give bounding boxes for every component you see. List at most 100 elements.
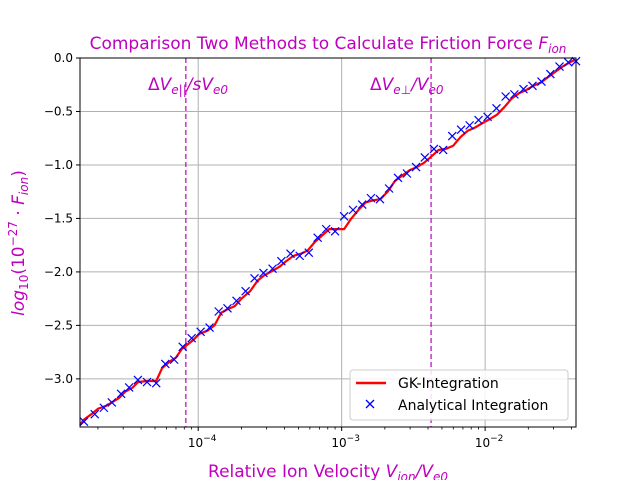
analytical-point-stroke-b (393, 173, 403, 183)
analytical-point-39 (429, 144, 439, 154)
analytical-point-stroke-b (187, 333, 197, 343)
analytical-point-stroke-b (384, 184, 394, 193)
analytical-point-21 (268, 264, 278, 274)
analytical-point-32 (366, 193, 376, 203)
y-tick-label-3: −1.5 (44, 211, 73, 225)
y-axis-label-log: log (9, 290, 29, 316)
analytical-point-stroke-b (286, 249, 295, 259)
analytical-point-20 (259, 268, 268, 278)
analytical-point-stroke-b (375, 194, 385, 204)
analytical-point-stroke-b (116, 389, 126, 399)
analytical-point-17 (232, 296, 241, 306)
analytical-point-stroke-b (348, 205, 358, 215)
analytical-point-34 (384, 184, 394, 193)
analytical-point-6 (133, 375, 143, 385)
title-symbol: F (538, 34, 548, 54)
analytical-point-41 (447, 131, 457, 141)
analytical-point-stroke-b (79, 417, 89, 427)
y-axis-label-close: ) (9, 170, 29, 177)
analytical-point-stroke-b (447, 131, 457, 141)
x-tick-label-0: 10−4 (188, 434, 217, 450)
analytical-point-49 (519, 84, 528, 94)
analytical-point-stroke-b (196, 327, 206, 337)
plot-background (80, 58, 576, 427)
analytical-point-stroke-b (142, 377, 152, 387)
analytical-point-46 (492, 103, 501, 113)
y-tick-label-1: −0.5 (44, 104, 73, 118)
x-axis-label-slash: /V (414, 462, 435, 480)
analytical-point-9 (160, 359, 170, 369)
analytical-point-stroke-b (366, 193, 376, 203)
analytical-point-24 (295, 251, 305, 261)
analytical-point-42 (456, 125, 466, 135)
analytical-point-stroke-b (268, 264, 278, 274)
analytical-point-27 (321, 224, 331, 234)
analytical-point-stroke-b (276, 256, 286, 266)
analytical-point-stroke-b (474, 115, 483, 125)
analytical-point-23 (286, 249, 295, 259)
x-axis-label-num-sub: ion (397, 470, 415, 480)
analytical-point-47 (501, 92, 511, 101)
analytical-point-22 (276, 256, 286, 266)
analytical-point-stroke-b (519, 84, 528, 94)
y-axis-label-exp: −27 (6, 221, 20, 246)
analytical-point-50 (528, 81, 537, 91)
analytical-point-30 (348, 205, 358, 215)
svg-text:log10(10−27 · Fion): log10(10−27 · Fion) (6, 170, 31, 316)
analytical-point-0 (79, 417, 89, 427)
analytical-point-10 (169, 355, 179, 365)
analytical-point-25 (304, 248, 314, 258)
analytical-point-stroke-b (339, 211, 349, 221)
y-axis-label: log10(10−27 · Fion) (6, 170, 31, 316)
velocity-spread-lines (185, 58, 432, 427)
analytical-point-38 (420, 153, 430, 162)
y-axis-label-dot: · (9, 205, 29, 221)
y-axis-label-F: F (9, 195, 29, 205)
analytical-point-stroke-b (250, 273, 259, 283)
analytical-point-stroke-b (99, 403, 109, 413)
analytical-point-stroke-b (214, 307, 224, 316)
analytical-point-26 (313, 233, 323, 243)
analytical-point-stroke-b (563, 57, 573, 67)
x-axis-label: Relative Ion Velocity Vion/Ve0 (208, 462, 448, 480)
analytical-point-stroke-b (438, 145, 448, 155)
title-subscript: ion (548, 42, 566, 56)
analytical-point-stroke-b (90, 409, 100, 419)
axis-ticks: 0.0 −0.5 −1.0 −1.5 −2.0 −2.5 −3.0 10−4 10−3 10−2 (44, 51, 572, 450)
analytical-point-stroke-b (528, 81, 537, 91)
analytical-point-52 (545, 69, 555, 79)
analytical-point-stroke-b (330, 226, 340, 236)
legend-label-gk: GK-Integration (398, 376, 499, 392)
analytical-point-stroke-b (160, 359, 170, 369)
analytical-point-33 (375, 194, 385, 204)
analytical-point-stroke-b (259, 268, 268, 278)
x-axis-label-text: Relative Ion Velocity (208, 462, 386, 480)
x-tick-label-1: 10−3 (331, 434, 360, 450)
y-tick-label-6: −3.0 (44, 372, 73, 386)
analytical-point-43 (465, 120, 475, 130)
analytical-point-2 (99, 403, 109, 413)
analytical-point-stroke-b (241, 286, 251, 296)
annotation-transverse-spread: ΔVe⊥/Ve0 (370, 75, 444, 97)
y-axis-label-base: 10 (17, 275, 31, 290)
analytical-point-53 (555, 62, 564, 71)
analytical-point-4 (116, 389, 126, 399)
analytical-point-29 (339, 211, 349, 221)
analytical-point-stroke-b (313, 233, 323, 243)
analytical-point-44 (474, 115, 483, 125)
analytical-point-stroke-b (295, 251, 305, 261)
analytical-point-stroke-b (124, 383, 134, 392)
analytical-point-stroke-b (465, 120, 475, 130)
chart-title: Comparison Two Methods to Calculate Fric… (90, 34, 567, 56)
analytical-point-stroke-b (509, 89, 519, 99)
y-tick-label-5: −2.5 (44, 318, 73, 332)
analytical-point-45 (483, 112, 492, 122)
analytical-point-14 (205, 323, 214, 332)
analytical-point-18 (241, 286, 251, 296)
y-axis-label-open: (10 (9, 246, 29, 274)
series (79, 56, 581, 427)
y-tick-label-2: −1.0 (44, 158, 73, 172)
legend-box (349, 369, 569, 421)
analytical-point-stroke-b (555, 62, 564, 71)
